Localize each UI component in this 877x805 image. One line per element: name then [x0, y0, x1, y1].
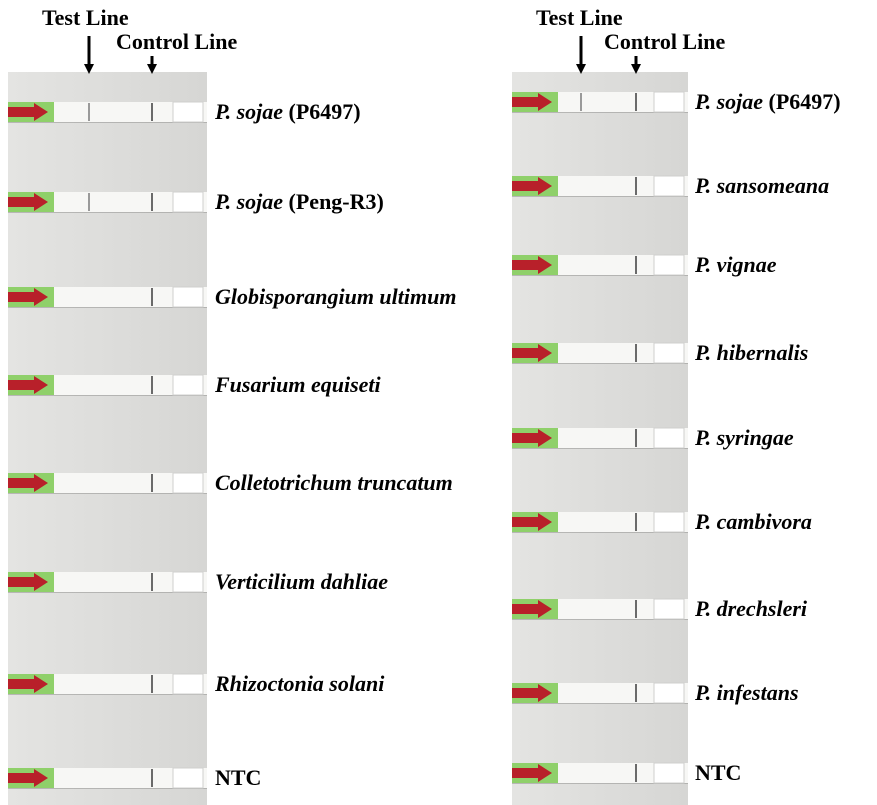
- species-name: Rhizoctonia solani: [214, 671, 385, 696]
- strip-end: [173, 768, 203, 788]
- strip-label: NTC: [215, 765, 261, 790]
- strip-label: P. infestans: [694, 680, 799, 705]
- strip-end: [173, 375, 203, 395]
- strip-end: [654, 176, 684, 196]
- strip-end: [173, 572, 203, 592]
- species-name: P. sojae: [214, 99, 283, 124]
- strip-label: P. syringae: [694, 425, 794, 450]
- sample-name: (P6497): [769, 89, 841, 114]
- strip-end: [654, 92, 684, 112]
- strip-label: P. cambivora: [694, 509, 812, 534]
- strip-label: NTC: [695, 760, 741, 785]
- strip-label: P. sojae (Peng-R3): [214, 189, 384, 214]
- species-name: P. drechsleri: [694, 596, 808, 621]
- sample-name: NTC: [215, 765, 261, 790]
- species-name: Colletotrichum truncatum: [215, 470, 453, 495]
- species-name: Verticilium dahliae: [215, 569, 388, 594]
- species-name: P. sansomeana: [694, 173, 829, 198]
- strip-label: P. hibernalis: [694, 340, 808, 365]
- strip-label: Colletotrichum truncatum: [215, 470, 453, 495]
- strip-end: [173, 473, 203, 493]
- strip-label: Globisporangium ultimum: [215, 284, 456, 309]
- strip-end: [173, 192, 203, 212]
- strip-end: [173, 102, 203, 122]
- species-name: P. syringae: [694, 425, 794, 450]
- strip-end: [654, 599, 684, 619]
- strip-end: [654, 255, 684, 275]
- strip-end: [654, 428, 684, 448]
- sample-name: NTC: [695, 760, 741, 785]
- strip-label: Verticilium dahliae: [215, 569, 388, 594]
- strip-label: P. sansomeana: [694, 173, 829, 198]
- strip-end: [654, 763, 684, 783]
- strip-end: [654, 512, 684, 532]
- strip-label: P. sojae (P6497): [694, 89, 841, 114]
- test-line-label: Test Line: [536, 5, 623, 30]
- species-name: P. sojae: [694, 89, 763, 114]
- strip-end: [654, 343, 684, 363]
- strip-end: [173, 674, 203, 694]
- test-line-label: Test Line: [42, 5, 129, 30]
- control-line-label: Control Line: [604, 29, 725, 54]
- control-line-label: Control Line: [116, 29, 237, 54]
- photo-left: [8, 72, 207, 805]
- strip-label: P. vignae: [694, 252, 777, 277]
- strip-label: P. drechsleri: [694, 596, 808, 621]
- species-name: P. cambivora: [694, 509, 812, 534]
- strip-label: Rhizoctonia solani: [214, 671, 385, 696]
- species-name: Fusarium equiseti: [214, 372, 382, 397]
- species-name: P. sojae: [214, 189, 283, 214]
- figure: Test LineControl LineP. sojae (P6497)P. …: [0, 0, 877, 805]
- strip-label: Fusarium equiseti: [214, 372, 382, 397]
- species-name: Globisporangium ultimum: [215, 284, 456, 309]
- species-name: P. vignae: [694, 252, 777, 277]
- species-name: P. infestans: [694, 680, 799, 705]
- sample-name: (Peng-R3): [289, 189, 384, 214]
- strip-label: P. sojae (P6497): [214, 99, 361, 124]
- strip-end: [654, 683, 684, 703]
- sample-name: (P6497): [289, 99, 361, 124]
- species-name: P. hibernalis: [694, 340, 808, 365]
- strip-end: [173, 287, 203, 307]
